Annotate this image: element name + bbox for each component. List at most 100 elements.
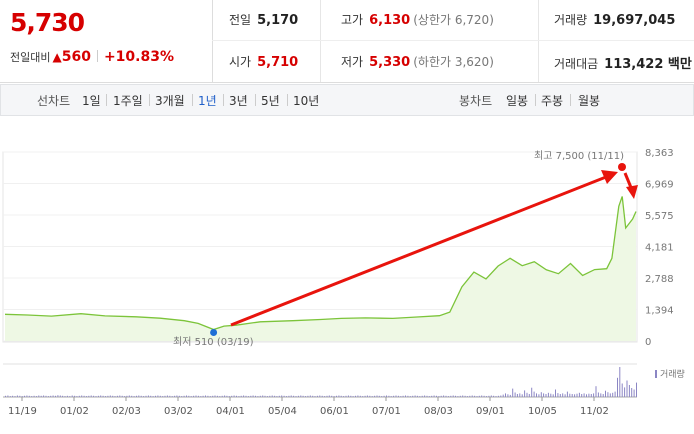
volume-bar: [416, 395, 418, 397]
volume-bar: [78, 395, 80, 397]
volume-bar: [395, 395, 397, 397]
volume-bar: [333, 396, 335, 397]
open-value: 5,710: [257, 55, 299, 70]
volume-bar: [97, 395, 99, 397]
volume-bar: [202, 395, 204, 397]
y-tick-label: 4,181: [645, 243, 674, 254]
divider: [287, 94, 288, 106]
volume-bar: [414, 395, 416, 397]
candle-weekly[interactable]: 주봉: [541, 94, 564, 108]
period-3y[interactable]: 3년: [229, 94, 248, 108]
x-tick-label: 03/02: [164, 406, 193, 417]
volume-bar: [419, 396, 421, 397]
volume-bars: [5, 367, 637, 397]
volume-bar: [486, 396, 487, 397]
volume-bar: [588, 393, 590, 397]
low-label: 저가: [341, 55, 364, 69]
volume-bar: [45, 395, 47, 397]
volume-bar: [62, 395, 64, 397]
volume-bar: [393, 395, 395, 397]
period-1d[interactable]: 1일: [82, 94, 101, 108]
volume-label: 거래량: [554, 13, 588, 27]
volume-bar: [24, 395, 25, 397]
x-tick-label: 04/01: [216, 406, 245, 417]
volume-bar: [119, 395, 121, 397]
volume-bar: [21, 396, 23, 397]
volume-bar: [290, 395, 292, 397]
amount-value: 113,422 백만: [604, 57, 692, 72]
volume-bar: [421, 395, 423, 397]
volume-bar: [274, 395, 276, 397]
y-tick-label: 8,363: [645, 148, 674, 159]
volume-bar: [464, 395, 466, 397]
period-10y[interactable]: 10년: [293, 94, 320, 108]
volume-bar: [352, 396, 354, 397]
volume-bar: [269, 395, 271, 397]
volume-bar: [483, 395, 485, 397]
volume-bar: [143, 396, 145, 397]
volume-bar: [400, 396, 402, 397]
low-price: 저가 5,330 (하한가 3,620): [341, 53, 494, 70]
y-tick-label: 2,788: [645, 274, 674, 285]
volume-bar: [557, 393, 559, 397]
price-line: [4, 196, 637, 331]
volume-legend-label: 거래량: [660, 368, 685, 380]
divider: [192, 94, 193, 106]
volume-bar: [552, 394, 554, 397]
volume-bar: [255, 395, 256, 397]
period-5y[interactable]: 5년: [261, 94, 280, 108]
volume-bar: [362, 396, 364, 397]
period-1y[interactable]: 1년: [198, 94, 217, 108]
x-tick-label: 07/01: [372, 406, 401, 417]
volume-bar: [169, 395, 171, 397]
candle-daily[interactable]: 일봉: [506, 94, 529, 108]
volume-bar: [36, 396, 37, 397]
candle-monthly[interactable]: 월봉: [578, 94, 601, 108]
price-area: [5, 196, 636, 341]
volume-bar: [357, 395, 359, 397]
volume-bar: [497, 395, 499, 397]
volume-bar: [209, 396, 211, 397]
upper-limit: (상한가 6,720): [413, 13, 494, 27]
volume-bar: [555, 389, 556, 397]
high-marker: [618, 163, 626, 171]
divider: [320, 0, 321, 82]
volume-bar: [190, 396, 192, 397]
volume-bar: [147, 395, 149, 397]
volume-bar: [533, 391, 535, 397]
prev-close: 전일 5,170: [229, 11, 298, 28]
drop-arrow-head: [626, 185, 638, 199]
volume-bar: [405, 395, 406, 397]
price-box: 5,730 전일대비 ▲560 +10.83%: [0, 0, 213, 82]
volume-bar: [302, 395, 304, 397]
volume-bar: [252, 395, 254, 397]
volume-bar: [214, 395, 216, 397]
volume-bar: [507, 394, 509, 397]
x-tick-label: 05/04: [268, 406, 297, 417]
volume-bar: [345, 395, 347, 397]
volume-bar: [431, 395, 433, 397]
volume-bar: [509, 394, 511, 397]
open-price: 시가 5,710: [229, 53, 298, 70]
volume-bar: [14, 396, 16, 397]
volume-bar: [326, 395, 328, 397]
volume-bar: [381, 396, 383, 397]
volume-bar: [545, 394, 547, 397]
volume-bar: [90, 395, 92, 397]
volume-bar: [124, 396, 126, 397]
volume-bar: [369, 395, 371, 397]
volume-bar: [502, 394, 504, 397]
volume-bar: [236, 395, 237, 397]
period-1w[interactable]: 1주일: [113, 94, 143, 108]
current-price: 5,730: [10, 8, 85, 37]
volume-bar: [478, 395, 480, 397]
volume-bar: [338, 395, 340, 397]
volume-bar: [105, 396, 106, 397]
volume-bar: [457, 396, 459, 397]
volume-bar: [55, 395, 56, 397]
y-tick-label: 1,394: [645, 306, 674, 317]
volume-bar: [176, 395, 178, 397]
period-3m[interactable]: 3개월: [155, 94, 185, 108]
y-axis: 8,363 6,969 5,575 4,181 2,788 1,394 0: [645, 148, 674, 348]
